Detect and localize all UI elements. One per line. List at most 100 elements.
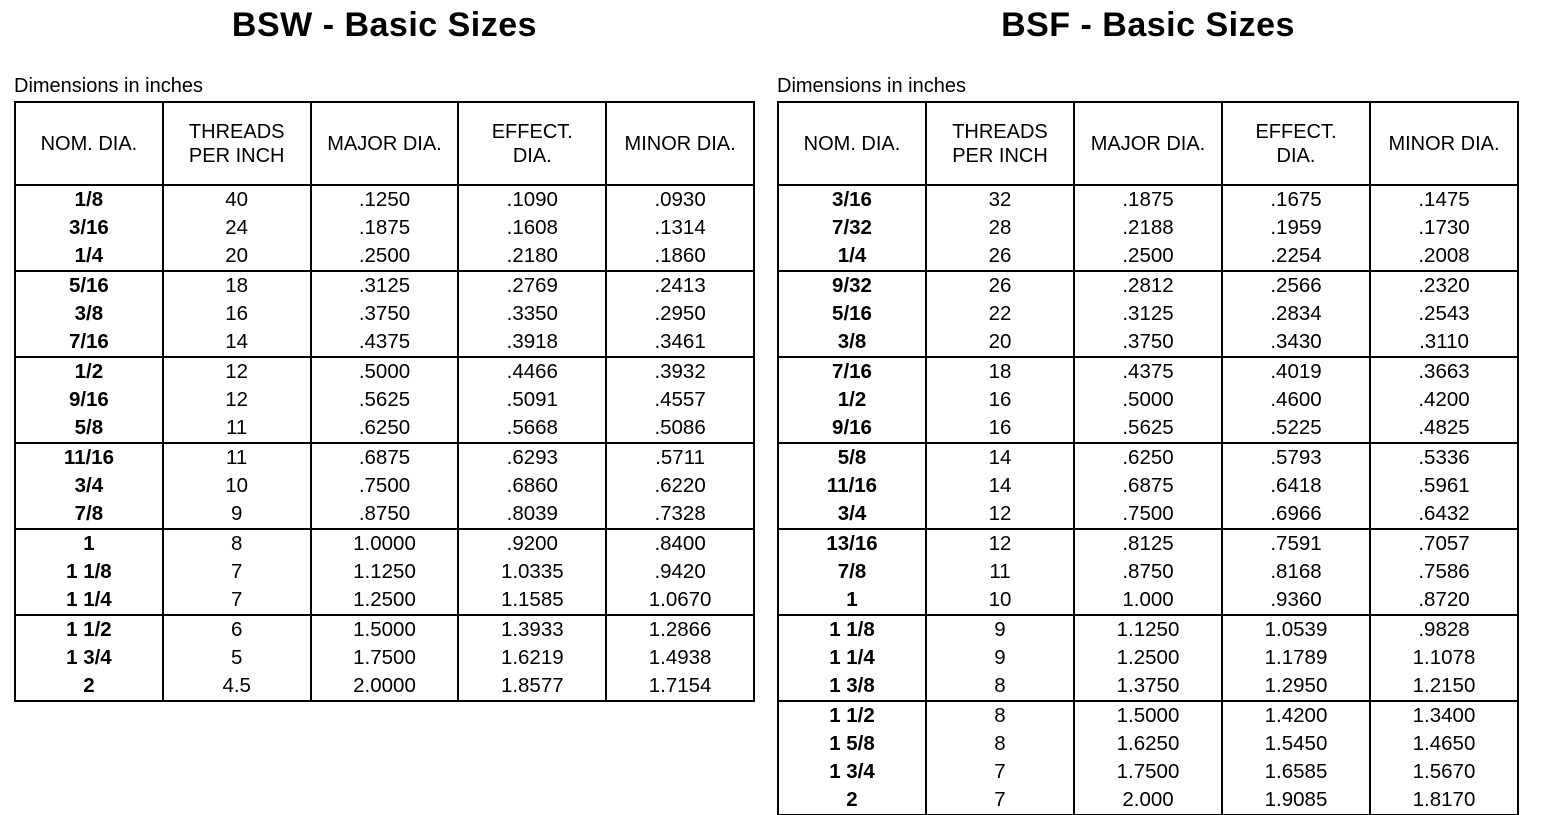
cell-threads-per-inch: 14: [161, 328, 312, 357]
row-group: 11/16 11.6875.6293.5711 3/4 10.7500.6860.62…: [14, 443, 755, 529]
cell-major-dia: .2188: [1073, 214, 1223, 242]
cell-minor-dia: .3932: [605, 357, 755, 386]
table-row: 1/4 20.2500.2180.1860: [14, 242, 755, 271]
table-row: 5/16 22.3125.2834.2543: [777, 300, 1519, 328]
cell-threads-per-inch: 16: [161, 300, 312, 328]
bsw-table-header: NOM. DIA. THREADS PER INCH MAJOR DIA. EFFEC…: [14, 102, 755, 185]
cell-threads-per-inch: 7: [925, 758, 1075, 786]
table-row: 1 3/8 8 1.3750 1.2950 1.2150: [777, 672, 1519, 701]
cell-nom-dia: 1: [14, 529, 164, 558]
cell-effect-dia: .9360: [1221, 586, 1371, 615]
cell-threads-per-inch: 20: [161, 242, 312, 271]
cell-minor-dia: 1.2150: [1369, 672, 1519, 701]
cell-major-dia: 1.6250: [1073, 730, 1223, 758]
cell-effect-dia: .5793: [1221, 443, 1371, 472]
table-row: 1/2 12.5000.4466.3932: [14, 357, 755, 386]
cell-threads-per-inch: 18: [161, 271, 312, 300]
cell-nom-dia: 2: [777, 786, 927, 815]
cell-minor-dia: 1.3400: [1369, 701, 1519, 730]
row-group: 7/16 18.4375.4019.3663 1/2 16.5000.4600.420…: [777, 357, 1519, 443]
cell-nom-dia: 1 5/8: [777, 730, 927, 758]
bsf-title: BSF - Basic Sizes: [1001, 6, 1295, 44]
cell-threads-per-inch: 7: [925, 786, 1075, 815]
cell-threads-per-inch: 8: [161, 529, 312, 558]
cell-minor-dia: .3663: [1369, 357, 1519, 386]
cell-major-dia: .2812: [1073, 271, 1223, 300]
cell-effect-dia: 1.6585: [1221, 758, 1371, 786]
cell-effect-dia: .2769: [457, 271, 608, 300]
cell-threads-per-inch: 16: [925, 414, 1075, 443]
cell-minor-dia: .3461: [605, 328, 755, 357]
cell-major-dia: .5625: [1073, 414, 1223, 443]
cell-nom-dia: 1 1/2: [777, 701, 927, 730]
bsw-title: BSW - Basic Sizes: [231, 6, 538, 44]
cell-effect-dia: .2834: [1221, 300, 1371, 328]
cell-threads-per-inch: 9: [925, 615, 1075, 644]
cell-major-dia: .3750: [309, 300, 460, 328]
cell-major-dia: 1.5000: [1073, 701, 1223, 730]
column-header-nom-dia: NOM. DIA.: [777, 102, 927, 185]
row-group: 1/2 12.5000.4466.3932 9/16 12.5625.5091.455…: [14, 357, 755, 443]
cell-major-dia: .6875: [309, 443, 460, 472]
table-row: 11/16 14.6875.6418.5961: [777, 472, 1519, 500]
cell-effect-dia: .2254: [1221, 242, 1371, 271]
cell-nom-dia: 7/32: [777, 214, 927, 242]
cell-minor-dia: 1.1078: [1369, 644, 1519, 672]
table-row: 9/32 26.2812.2566.2320: [777, 271, 1519, 300]
cell-minor-dia: .4825: [1369, 414, 1519, 443]
cell-minor-dia: .2413: [605, 271, 755, 300]
table-row: 7/16 18.4375.4019.3663: [777, 357, 1519, 386]
row-group: 1/8 40.1250.1090.0930 3/16 24.1875.1608.131…: [14, 185, 755, 271]
cell-effect-dia: .5668: [457, 414, 608, 443]
cell-minor-dia: .4200: [1369, 386, 1519, 414]
cell-minor-dia: .5336: [1369, 443, 1519, 472]
cell-major-dia: .3125: [309, 271, 460, 300]
cell-threads-per-inch: 10: [925, 586, 1075, 615]
cell-minor-dia: .2008: [1369, 242, 1519, 271]
cell-minor-dia: .2950: [605, 300, 755, 328]
cell-threads-per-inch: 26: [925, 242, 1075, 271]
table-row: 1/2 16.5000.4600.4200: [777, 386, 1519, 414]
cell-minor-dia: .9828: [1369, 615, 1519, 644]
cell-major-dia: .3125: [1073, 300, 1223, 328]
cell-threads-per-inch: 8: [925, 672, 1075, 701]
cell-major-dia: 1.7500: [1073, 758, 1223, 786]
bsf-table: NOM. DIA. THREADS PER INCH MAJOR DIA. EFFEC…: [777, 101, 1519, 815]
column-header-threads-per-inch: THREADS PER INCH: [161, 102, 312, 185]
cell-major-dia: .2500: [309, 242, 460, 271]
column-header-major-dia: MAJOR DIA.: [1073, 102, 1223, 185]
cell-minor-dia: .7057: [1369, 529, 1519, 558]
cell-nom-dia: 1 1/8: [14, 558, 164, 586]
row-group: 1 1/8 9 1.1250 1.0539.9828 1 1/4 9 1.2500 1.178…: [777, 615, 1519, 701]
cell-nom-dia: 1 1/4: [777, 644, 927, 672]
cell-nom-dia: 1: [777, 586, 927, 615]
cell-major-dia: .4375: [1073, 357, 1223, 386]
cell-minor-dia: .6432: [1369, 500, 1519, 529]
table-row: 9/16 12.5625.5091.4557: [14, 386, 755, 414]
cell-effect-dia: 1.6219: [457, 644, 608, 672]
cell-threads-per-inch: 7: [161, 558, 312, 586]
cell-minor-dia: .1314: [605, 214, 755, 242]
cell-effect-dia: 1.1789: [1221, 644, 1371, 672]
cell-nom-dia: 5/8: [14, 414, 164, 443]
table-row: 13/16 12.8125.7591.7057: [777, 529, 1519, 558]
cell-threads-per-inch: 32: [925, 185, 1075, 214]
cell-nom-dia: 3/4: [777, 500, 927, 529]
table-row: 1 1/8 9 1.1250 1.0539.9828: [777, 615, 1519, 644]
cell-nom-dia: 1 3/4: [777, 758, 927, 786]
row-group: 3/16 32.1875.1675.1475 7/32 28.2188.1959.17…: [777, 185, 1519, 271]
table-row: 2 7 2.000 1.9085 1.8170: [777, 786, 1519, 815]
table-row: 1 10 1.000.9360.8720: [777, 586, 1519, 615]
table-row: 1 5/8 8 1.6250 1.5450 1.4650: [777, 730, 1519, 758]
cell-minor-dia: .2543: [1369, 300, 1519, 328]
cell-effect-dia: .1090: [457, 185, 608, 214]
cell-minor-dia: 1.2866: [605, 615, 755, 644]
cell-effect-dia: .8039: [457, 500, 608, 529]
cell-minor-dia: .5961: [1369, 472, 1519, 500]
cell-nom-dia: 11/16: [14, 443, 164, 472]
cell-nom-dia: 9/16: [14, 386, 164, 414]
bsf-dimensions-note: Dimensions in inches: [777, 75, 966, 97]
cell-threads-per-inch: 12: [161, 357, 312, 386]
table-row: 5/8 11.6250.5668.5086: [14, 414, 755, 443]
